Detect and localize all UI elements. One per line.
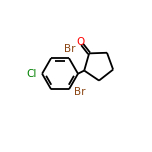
Text: Br: Br [64,44,76,54]
Text: Br: Br [74,87,85,97]
Text: Cl: Cl [27,69,37,79]
Text: O: O [76,37,84,47]
